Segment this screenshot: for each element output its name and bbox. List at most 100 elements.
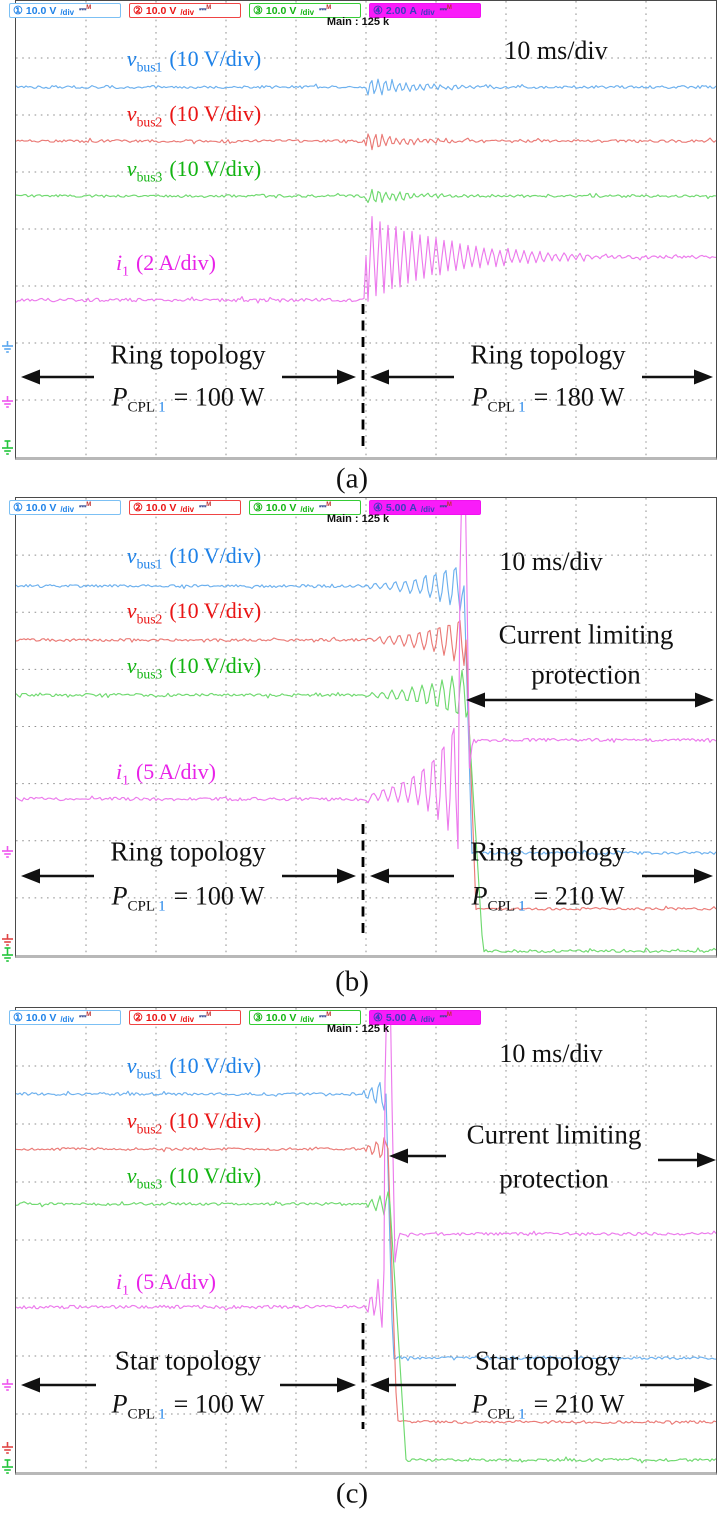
channel-number: ④	[373, 1012, 383, 1024]
channel-number: ④	[373, 5, 383, 17]
ground-symbol-2	[2, 1459, 13, 1474]
channel-scale-value: 10.0	[145, 4, 167, 17]
variable-symbol: v	[126, 45, 137, 71]
scale-text: (10 V/div)	[169, 1162, 262, 1188]
per-division-label: /div	[180, 8, 195, 17]
left-topology-label: Star topology	[114, 1345, 262, 1376]
ground-symbol-1	[2, 396, 13, 408]
channel-number: ②	[133, 1012, 143, 1024]
arrowhead-left	[21, 1377, 40, 1393]
power-subscript-index: 1	[158, 1406, 166, 1423]
subfigure-caption-b: (b)	[335, 965, 369, 998]
variable-symbol: v	[126, 652, 137, 678]
dc-coupling-icon: ⎓M	[79, 1011, 91, 1022]
channel-1-settings-box: ① 10.0 V/div ⎓M	[9, 3, 121, 18]
channel-number: ②	[133, 5, 143, 17]
impedance-mark: M	[446, 5, 452, 11]
channel-number: ①	[13, 1012, 23, 1024]
channel-3-settings-box: ③ 10.0 V/div ⎓M	[249, 500, 361, 515]
scale-text: (10 V/div)	[169, 1107, 262, 1133]
per-division-label: /div	[300, 505, 315, 514]
channel-unit: A	[409, 1011, 417, 1024]
channel-unit: V	[49, 4, 57, 17]
left-region-arrow-end	[282, 369, 356, 385]
ground-marker-icon	[1, 1459, 14, 1482]
current-limiting-text-line1: Current limiting	[498, 619, 674, 650]
ground-marker-icon	[1, 931, 14, 954]
variable-symbol: i	[116, 249, 123, 275]
channel-3-settings-box: ③ 10.0 V/div ⎓M	[249, 1010, 361, 1025]
variable-subscript: 1	[122, 263, 129, 279]
power-subscript-cpl: CPL	[127, 399, 156, 416]
channel-1-settings-box: ① 10.0 V/div ⎓M	[9, 1010, 121, 1025]
trace-vbus2	[16, 620, 716, 911]
impedance-mark: M	[446, 502, 452, 508]
variable-subscript: bus3	[136, 169, 163, 185]
arrowhead-left	[21, 868, 40, 884]
right-region-arrow-end	[642, 369, 713, 385]
arrowhead-right	[697, 1152, 716, 1168]
right-topology-label: Ring topology	[470, 339, 626, 370]
current-limiting-text-line2: protection	[499, 1163, 609, 1194]
channel-unit: V	[289, 501, 297, 514]
channel-settings-bar: ① 10.0 V/div ⎓M ② 10.0 V/div ⎓M ③ 10.0 V/div ⎓M ④ 5.0…	[9, 1010, 481, 1025]
scale-text: (10 V/div)	[169, 542, 262, 568]
scale-text: (2 A/div)	[135, 249, 216, 275]
trace-label-vbus2: vbus2 (10 V/div)	[126, 597, 261, 626]
graticule	[16, 498, 716, 955]
channel-scale-value: 10.0	[145, 501, 167, 514]
per-division-label: /div	[60, 1015, 75, 1024]
trace-vbus2	[16, 133, 716, 151]
channel-2-settings-box: ② 10.0 V/div ⎓M	[129, 1010, 241, 1025]
power-subscript-index: 1	[518, 1406, 526, 1423]
trace-vbus1	[16, 78, 716, 96]
impedance-mark: M	[86, 502, 92, 508]
graticule	[16, 1, 716, 457]
power-value: = 100 W	[173, 881, 265, 911]
channel-4-settings-box: ④ 2.00 A/div ⎓M	[369, 3, 481, 18]
dc-symbol: ⎓	[79, 4, 87, 14]
power-subscript: CPL 1	[127, 899, 165, 915]
per-division-label: /div	[300, 8, 315, 17]
channel-number: ③	[253, 5, 263, 17]
left-region-arrow-start	[21, 868, 94, 884]
dc-coupling-icon: ⎓M	[319, 501, 331, 512]
variable-subscript: bus2	[136, 1121, 163, 1137]
ground-symbol-0	[2, 341, 13, 353]
right-region-arrow-end	[640, 1377, 713, 1393]
variable-subscript: bus1	[136, 1066, 163, 1082]
dc-symbol: ⎓	[319, 4, 327, 14]
arrowhead-right	[695, 692, 714, 708]
dc-coupling-icon: ⎓M	[79, 501, 91, 512]
per-division-label: /div	[60, 8, 75, 17]
dc-symbol: ⎓	[319, 1011, 327, 1021]
trace-label-vbus2: vbus2 (10 V/div)	[126, 100, 261, 130]
variable-subscript: bus2	[136, 114, 163, 130]
right-topology-label: Star topology	[474, 1345, 622, 1376]
variable-symbol: v	[126, 100, 137, 126]
left-region-arrow-start	[21, 1377, 96, 1393]
arrowhead-left	[389, 1148, 408, 1164]
channel-unit: A	[409, 4, 417, 17]
right-power-label: PCPL 1 = 210 W	[472, 883, 625, 914]
channel-unit: V	[169, 501, 177, 514]
power-value: = 100 W	[173, 382, 265, 412]
dc-coupling-icon: ⎓M	[199, 501, 211, 512]
scale-text: (10 V/div)	[169, 155, 262, 181]
left-power-label: PCPL 1 = 100 W	[112, 883, 265, 914]
trace-vbus1	[16, 1081, 716, 1362]
variable-symbol: v	[126, 597, 137, 623]
left-topology-label: Ring topology	[110, 339, 266, 370]
timebase-label: 10 ms/div	[504, 36, 608, 65]
impedance-mark: M	[206, 1012, 212, 1018]
power-subscript: CPL 1	[127, 400, 165, 416]
channel-2-settings-box: ② 10.0 V/div ⎓M	[129, 3, 241, 18]
channel-3-settings-box: ③ 10.0 V/div ⎓M	[249, 3, 361, 18]
channel-settings-bar: ① 10.0 V/div ⎓M ② 10.0 V/div ⎓M ③ 10.0 V/div ⎓M ④ 2.0…	[9, 3, 481, 18]
ground-symbol-1	[2, 1442, 13, 1454]
scale-text: (5 A/div)	[135, 1268, 216, 1294]
power-subscript: CPL 1	[487, 400, 525, 416]
dc-symbol: ⎓	[439, 1011, 447, 1021]
per-division-label: /div	[180, 1015, 195, 1024]
